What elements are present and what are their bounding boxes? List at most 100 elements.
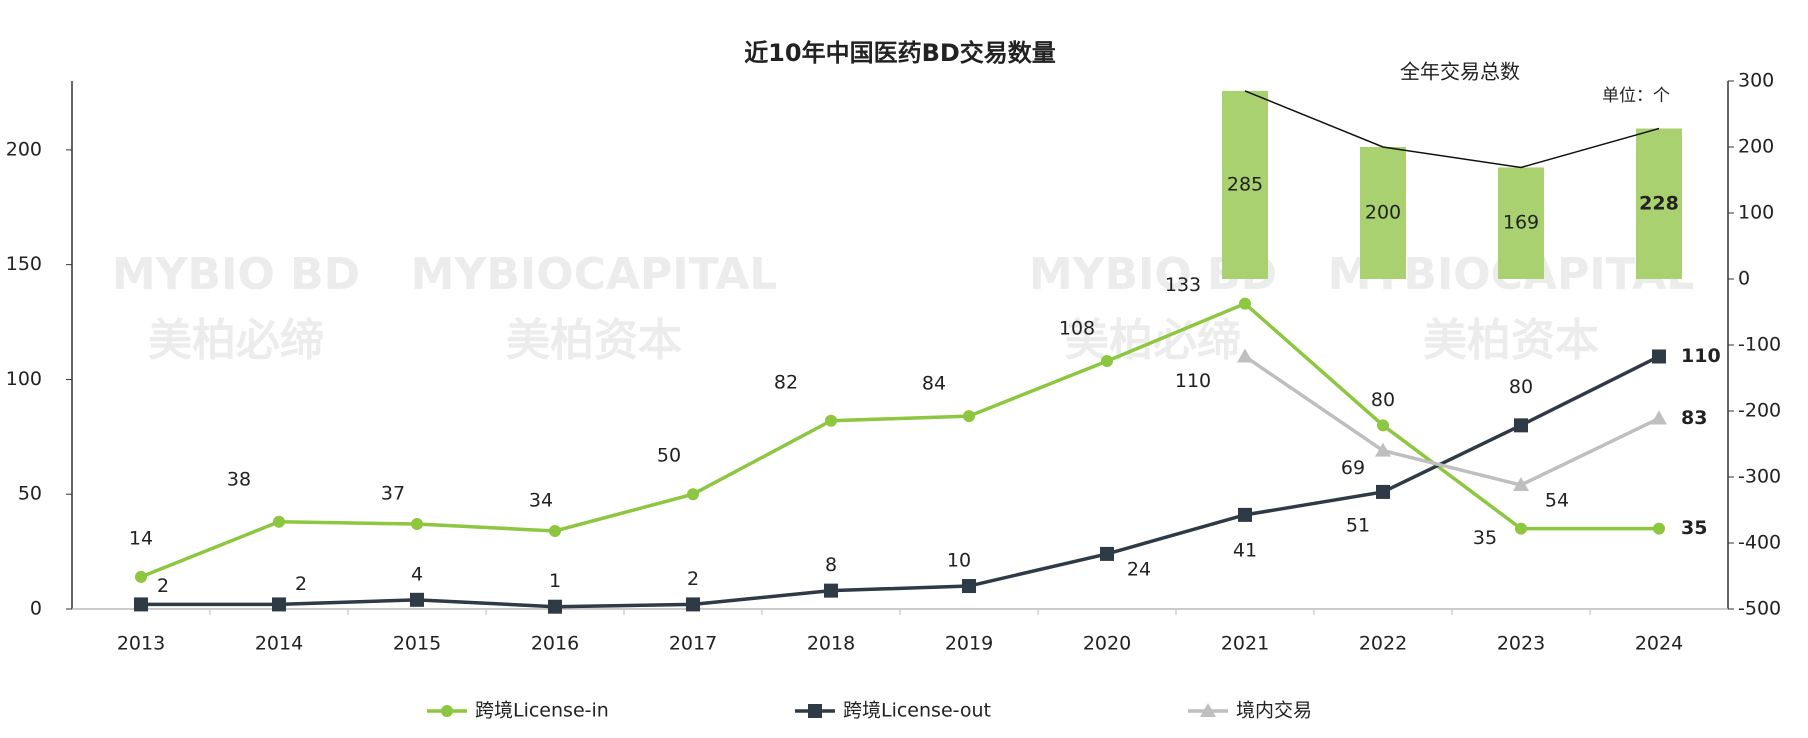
y-tick-label: 0: [30, 598, 42, 620]
x-tick-label: 2023: [1497, 633, 1545, 655]
marker: [687, 488, 699, 501]
marker: [824, 583, 838, 598]
data-label: 37: [381, 483, 405, 505]
data-label: 83: [1681, 407, 1707, 429]
watermark: MYBIO BD: [112, 249, 360, 300]
y2-tick-label: -400: [1738, 532, 1781, 554]
watermark: 美柏必缔: [148, 315, 324, 366]
unit-label: 单位：个: [1602, 86, 1670, 106]
x-tick-label: 2018: [807, 633, 855, 655]
data-label: 110: [1681, 345, 1721, 367]
marker: [1375, 442, 1391, 457]
x-tick-label: 2014: [255, 633, 303, 655]
data-label: 50: [657, 445, 681, 467]
bar-label: 285: [1227, 173, 1263, 195]
data-label: 1: [549, 570, 561, 592]
bar-label: 200: [1365, 202, 1401, 224]
data-label: 35: [1681, 517, 1707, 539]
watermark: MYBIOCAPITAL: [411, 249, 778, 300]
data-label: 38: [227, 468, 251, 490]
data-label: 2: [157, 575, 169, 597]
bar: [1360, 147, 1406, 279]
marker: [1100, 546, 1114, 561]
marker: [1652, 349, 1666, 364]
data-label: 14: [129, 527, 153, 549]
x-tick-label: 2015: [393, 633, 441, 655]
marker: [441, 705, 453, 717]
marker: [410, 592, 424, 607]
marker: [273, 515, 285, 528]
x-tick-label: 2020: [1083, 633, 1131, 655]
marker: [963, 410, 975, 423]
marker: [686, 597, 700, 612]
y-tick-label: 100: [6, 368, 42, 390]
y2-tick-label: 0: [1738, 268, 1750, 290]
data-label: 110: [1175, 370, 1211, 392]
data-label: 8: [825, 554, 837, 576]
y2-tick-label: -100: [1738, 334, 1781, 356]
bar: [1498, 167, 1544, 279]
marker: [1651, 410, 1667, 425]
marker: [549, 524, 561, 537]
y-tick-label: 150: [6, 253, 42, 275]
legend-label: 境内交易: [1236, 700, 1312, 722]
marker: [1377, 419, 1389, 432]
series-line: [140, 301, 1659, 579]
y-tick-label: 50: [18, 483, 42, 505]
marker: [272, 597, 286, 612]
marker: [808, 704, 822, 718]
data-label: 108: [1059, 318, 1095, 340]
legend-label: 跨境License-in: [475, 700, 609, 722]
watermark: 美柏资本: [506, 315, 682, 366]
marker: [1239, 297, 1251, 310]
bar: [1222, 90, 1268, 280]
y2-tick-label: 300: [1738, 70, 1774, 92]
data-label: 10: [947, 550, 971, 572]
bar-label: 169: [1503, 212, 1539, 234]
marker: [1237, 348, 1253, 363]
y-tick-label: 200: [6, 138, 42, 160]
marker: [1653, 522, 1665, 535]
marker: [411, 518, 423, 531]
chart-title: 近10年中国医药BD交易数量: [744, 39, 1056, 67]
data-label: 80: [1371, 389, 1395, 411]
x-tick-label: 2019: [945, 633, 993, 655]
series-line: [141, 354, 1660, 609]
y2-tick-label: -200: [1738, 400, 1781, 422]
marker: [962, 579, 976, 594]
x-tick-label: 2017: [669, 633, 717, 655]
y2-tick-label: -500: [1738, 598, 1781, 620]
data-label: 41: [1233, 539, 1257, 561]
x-tick-label: 2022: [1359, 633, 1407, 655]
data-label: 51: [1346, 514, 1370, 536]
data-label: 2: [687, 568, 699, 590]
marker: [1200, 703, 1216, 717]
bar-trend-line: [1244, 90, 1660, 169]
marker: [825, 414, 837, 427]
x-tick-label: 2021: [1221, 633, 1269, 655]
bar-label: 228: [1639, 192, 1679, 214]
y2-tick-label: 200: [1738, 136, 1774, 158]
marker: [1514, 418, 1528, 433]
y2-tick-label: -300: [1738, 466, 1781, 488]
marker: [1376, 484, 1390, 499]
data-label: 34: [529, 489, 553, 511]
legend-label: 跨境License-out: [843, 700, 991, 722]
data-label: 4: [411, 563, 423, 585]
x-tick-label: 2016: [531, 633, 579, 655]
data-label: 54: [1545, 490, 1569, 512]
bar: [1636, 128, 1682, 279]
watermark: 美柏资本: [1423, 315, 1599, 366]
x-tick-label: 2024: [1635, 633, 1683, 655]
data-label: 84: [922, 373, 946, 395]
data-label: 80: [1509, 376, 1533, 398]
data-label: 69: [1341, 457, 1365, 479]
series-line: [1244, 355, 1660, 487]
marker: [1513, 477, 1529, 492]
marker: [1515, 522, 1527, 535]
marker: [548, 599, 562, 614]
bar-title: 全年交易总数: [1400, 60, 1520, 84]
marker: [134, 597, 148, 612]
